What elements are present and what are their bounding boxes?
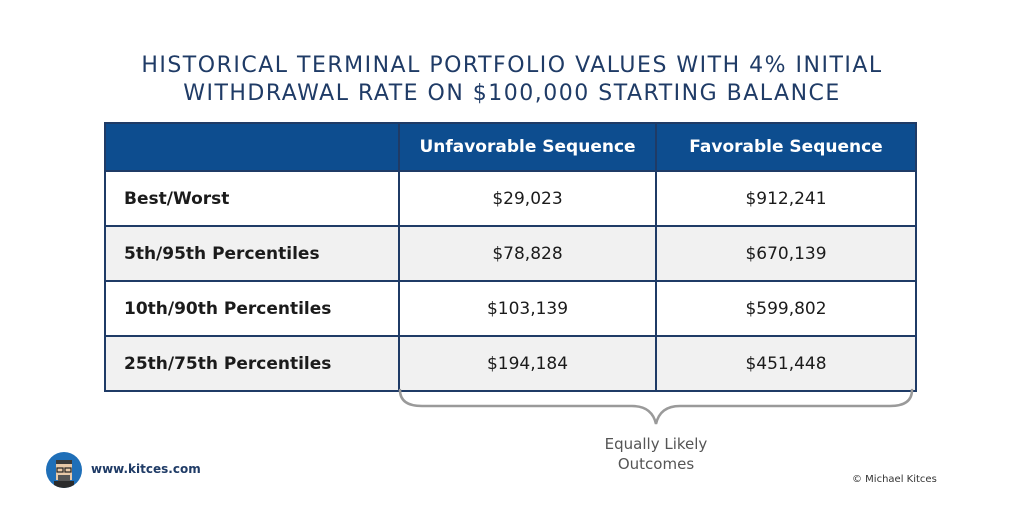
row-label: 25th/75th Percentiles [104, 335, 400, 392]
row-label: 5th/95th Percentiles [104, 225, 400, 282]
table-row: 5th/95th Percentiles $78,828 $670,139 [104, 225, 917, 282]
table-row: 25th/75th Percentiles $194,184 $451,448 [104, 335, 917, 392]
chart-title: HISTORICAL TERMINAL PORTFOLIO VALUES WIT… [0, 52, 1024, 108]
avatar [46, 452, 82, 488]
favorable-value: $451,448 [655, 335, 917, 392]
favorable-value: $912,241 [655, 170, 917, 227]
row-label: Best/Worst [104, 170, 400, 227]
brace-annotation-line-2: Outcomes [617, 455, 695, 473]
unfavorable-value: $194,184 [398, 335, 657, 392]
header-blank-cell [104, 122, 400, 172]
table-header-row: Unfavorable Sequence Favorable Sequence [104, 122, 917, 172]
cartoon-avatar-icon [54, 460, 74, 488]
unfavorable-value: $103,139 [398, 280, 657, 337]
brace-annotation: Equally Likely Outcomes [556, 434, 756, 474]
header-unfavorable: Unfavorable Sequence [398, 122, 657, 172]
favorable-value: $599,802 [655, 280, 917, 337]
website-link[interactable]: www.kitces.com [91, 462, 201, 476]
chart-title-line-1: HISTORICAL TERMINAL PORTFOLIO VALUES WIT… [141, 53, 883, 78]
row-label: 10th/90th Percentiles [104, 280, 400, 337]
chart-title-line-2: WITHDRAWAL RATE ON $100,000 STARTING BAL… [183, 81, 841, 106]
table-row: Best/Worst $29,023 $912,241 [104, 170, 917, 227]
unfavorable-value: $78,828 [398, 225, 657, 282]
portfolio-values-table: Unfavorable Sequence Favorable Sequence … [104, 122, 917, 392]
copyright-notice: © Michael Kitces [852, 474, 937, 485]
favorable-value: $670,139 [655, 225, 917, 282]
unfavorable-value: $29,023 [398, 170, 657, 227]
curly-brace-icon [398, 388, 914, 425]
brace-annotation-line-1: Equally Likely [604, 435, 708, 453]
header-favorable: Favorable Sequence [655, 122, 917, 172]
table-row: 10th/90th Percentiles $103,139 $599,802 [104, 280, 917, 337]
